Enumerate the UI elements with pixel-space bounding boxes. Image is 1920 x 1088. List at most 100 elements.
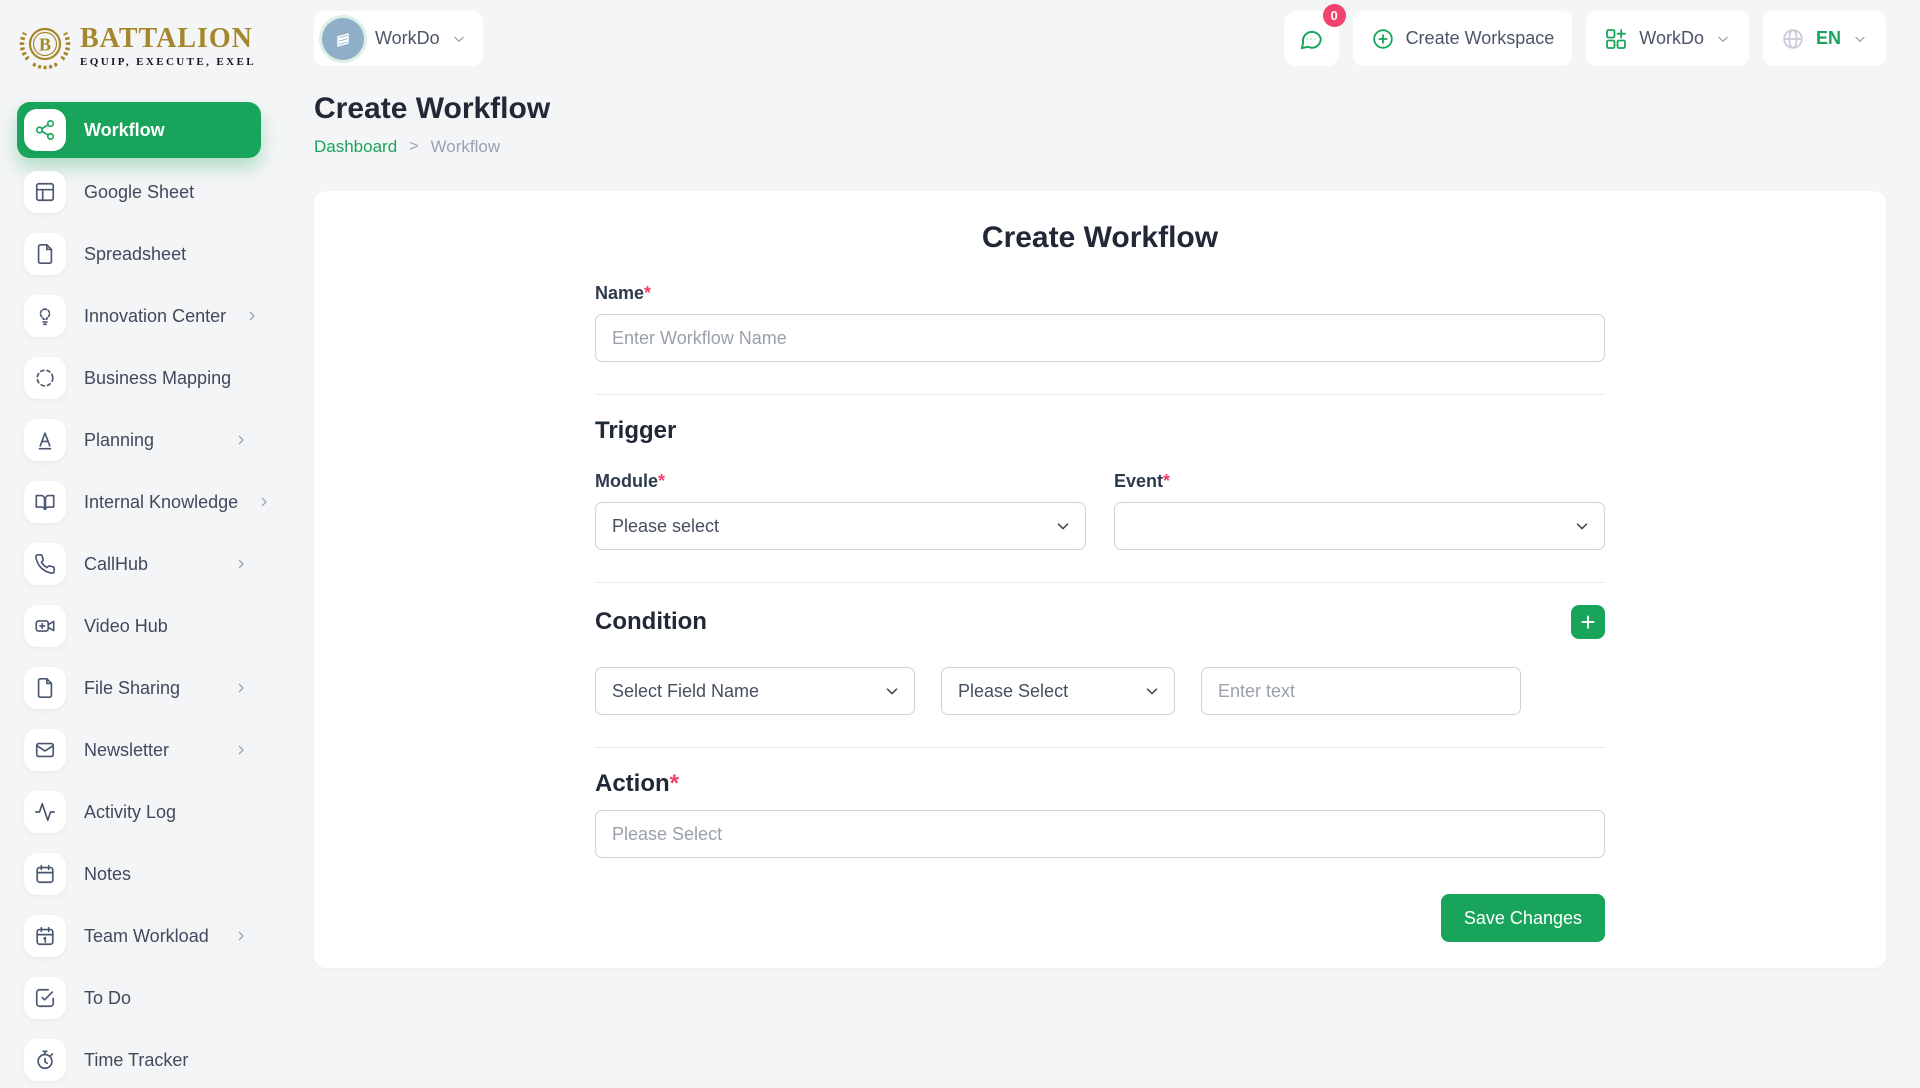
phone-icon [24,543,66,585]
sidebar-item-label: File Sharing [84,677,181,698]
save-changes-button[interactable]: Save Changes [1440,894,1605,942]
sidebar-item-workflow[interactable]: Workflow [17,102,261,158]
brand-logo[interactable]: B BATTALION EQUIP, EXECUTE, EXEL [0,14,283,78]
sidebar: B BATTALION EQUIP, EXECUTE, EXEL Workflo… [0,0,283,1081]
sidebar-item-time-tracker[interactable]: Time Tracker [17,1032,261,1088]
sidebar-item-spreadsheet[interactable]: Spreadsheet [17,226,261,282]
condition-field-value: Select Field Name [612,680,760,701]
create-workflow-card: Create Workflow Name* Trigger Module* Pl… [314,191,1886,968]
sidebar-item-notes[interactable]: Notes [17,846,261,902]
building-avatar-icon [322,17,364,60]
breadcrumb-dashboard-link[interactable]: Dashboard [314,137,398,156]
activity-icon [24,791,66,833]
condition-field-select[interactable]: Select Field Name [595,667,915,715]
breadcrumb: Dashboard > Workflow [314,137,1886,157]
trigger-heading: Trigger [595,417,677,444]
required-mark: * [1163,471,1171,491]
sidebar-item-newsletter[interactable]: Newsletter [17,722,261,778]
chevron-right-icon [233,742,249,758]
chevron-right-icon [233,432,249,448]
svg-text:B: B [39,35,51,55]
chevron-down-icon [451,31,467,47]
sidebar-item-label: Internal Knowledge [84,491,239,512]
topbar-actions: 0 Create Workspace WorkDo [1283,4,1886,66]
breadcrumb-separator: > [409,138,419,155]
brand-text: BATTALION EQUIP, EXECUTE, EXEL [80,22,256,68]
sidebar-item-label: Innovation Center [84,305,227,326]
plus-circle-icon [1371,27,1395,51]
main-area: WorkDo 0 Create Workspace [283,0,1920,1080]
breadcrumb-current: Workflow [430,137,501,156]
form-heading: Create Workflow [981,221,1219,254]
required-mark: * [669,770,680,797]
table-icon [24,171,66,213]
sidebar-item-planning[interactable]: Planning [17,412,261,468]
language-selector[interactable]: EN [1762,11,1886,66]
sidebar-item-label: Google Sheet [84,181,195,202]
module-select[interactable]: Please select [595,502,1086,550]
create-workspace-button[interactable]: Create Workspace [1352,11,1573,66]
chevron-down-icon [1715,31,1731,47]
sidebar-item-internal-knowledge[interactable]: Internal Knowledge [17,474,267,530]
brand-tagline: EQUIP, EXECUTE, EXEL [80,55,256,68]
sidebar-item-team-workload[interactable]: Team Workload [17,908,261,964]
condition-operator-select[interactable]: Please Select [941,667,1175,715]
event-label: Event* [1114,471,1171,491]
messages-badge: 0 [1322,4,1346,27]
add-condition-button[interactable]: + [1571,605,1605,639]
required-mark: * [644,283,652,303]
sidebar-item-to-do[interactable]: To Do [17,970,261,1026]
trigger-fields: Module* Please select Event* [595,471,1605,550]
required-mark: * [658,471,666,491]
globe-icon [1781,27,1805,51]
laurel-emblem-icon: B [16,19,74,73]
app-switcher-label: WorkDo [1639,28,1704,48]
condition-value-input[interactable] [1201,667,1521,715]
condition-header: Condition + [595,605,1605,639]
messages-button[interactable]: 0 [1283,4,1346,66]
chevron-down-icon [1573,517,1591,535]
module-label: Module* [595,471,666,491]
chevron-right-icon [233,680,249,696]
sidebar-item-label: Newsletter [84,739,170,760]
stopwatch-icon [24,1039,66,1081]
lightbulb-icon [24,295,66,337]
dashed-circle-icon [24,357,66,399]
condition-operator-value: Please Select [958,680,1069,701]
action-heading: Action* [595,770,680,797]
sidebar-item-callhub[interactable]: CallHub [17,536,261,592]
brand-name: BATTALION [80,22,253,54]
page-title: Create Workflow [314,92,551,125]
app-switcher-button[interactable]: WorkDo [1586,11,1749,66]
language-label: EN [1815,28,1841,48]
sidebar-item-label: Time Tracker [84,1049,189,1070]
sidebar-menu: Workflow Google Sheet Spreadsheet Innova… [0,102,283,1088]
sidebar-item-label: CallHub [84,553,149,574]
sidebar-item-label: Spreadsheet [84,243,187,264]
file-icon [24,667,66,709]
event-field: Event* [1114,471,1605,550]
book-open-icon [24,481,66,523]
sidebar-item-activity-log[interactable]: Activity Log [17,784,261,840]
divider [595,394,1605,395]
sidebar-item-video-hub[interactable]: Video Hub [17,598,261,654]
chevron-down-icon [1143,682,1161,700]
save-row: Save Changes [595,894,1605,942]
file-icon [24,233,66,275]
sidebar-item-google-sheet[interactable]: Google Sheet [17,164,261,220]
video-camera-icon [24,605,66,647]
check-square-icon [24,977,66,1019]
chevron-down-icon [1852,31,1868,47]
sidebar-item-innovation-center[interactable]: Innovation Center [17,288,261,344]
sidebar-item-business-mapping[interactable]: Business Mapping [17,350,261,406]
sidebar-item-file-sharing[interactable]: File Sharing [17,660,261,716]
action-select-input[interactable] [595,810,1605,858]
calendar-1-icon [24,915,66,957]
event-select[interactable] [1114,502,1605,550]
chevron-right-icon [244,308,260,324]
divider [595,747,1605,748]
sidebar-item-label: Activity Log [84,801,177,822]
mail-icon [24,729,66,771]
workspace-selector[interactable]: WorkDo [314,11,483,66]
workflow-name-input[interactable] [595,314,1605,362]
